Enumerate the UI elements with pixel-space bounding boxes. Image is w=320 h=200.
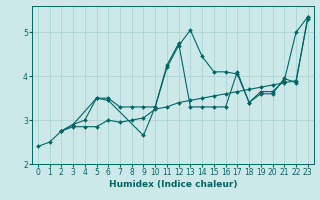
X-axis label: Humidex (Indice chaleur): Humidex (Indice chaleur) (108, 180, 237, 189)
